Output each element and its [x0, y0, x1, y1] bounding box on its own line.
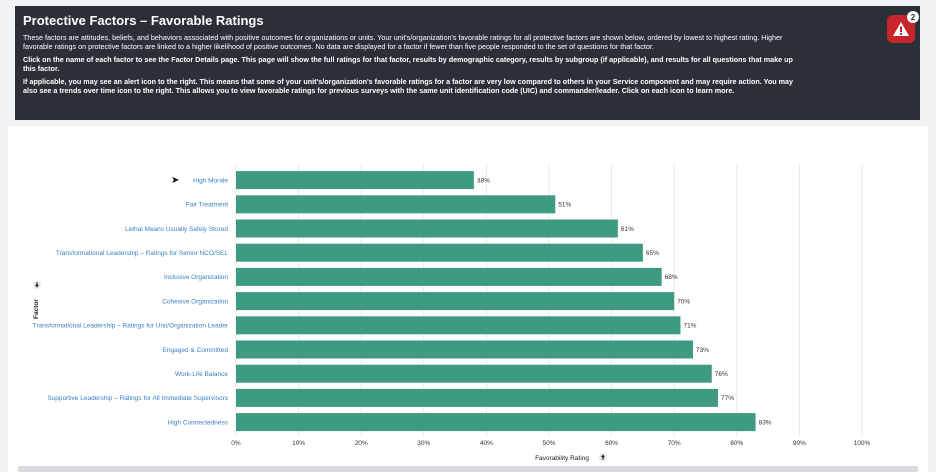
- alert-button[interactable]: 2: [887, 11, 919, 43]
- x-axis-sort-icon[interactable]: [599, 453, 607, 461]
- bar[interactable]: [236, 413, 756, 432]
- factor-link[interactable]: Transformational Leadership – Ratings fo…: [56, 250, 228, 257]
- mouse-cursor-icon: ➤: [171, 175, 180, 186]
- bar-value-label: 61%: [621, 226, 634, 233]
- x-tick-label: 30%: [417, 440, 430, 447]
- x-tick-label: 10%: [292, 440, 305, 447]
- info-banner: Protective Factors – Favorable Ratings T…: [15, 6, 920, 120]
- bar[interactable]: [236, 195, 556, 214]
- x-tick-label: 20%: [355, 440, 368, 447]
- factor-link[interactable]: Lethal Means Usually Safely Stored: [125, 226, 228, 233]
- factor-link[interactable]: Supportive Leadership – Ratings for All …: [47, 395, 228, 402]
- instructions-paragraph: Click on the name of each factor to see …: [23, 55, 793, 73]
- factor-link[interactable]: Work-Life Balance: [175, 371, 228, 378]
- factor-link[interactable]: High Connectedness: [168, 419, 229, 426]
- x-tick-label: 40%: [480, 440, 493, 447]
- bar[interactable]: [236, 388, 719, 407]
- bar-value-label: 76%: [715, 371, 728, 378]
- bar[interactable]: [236, 267, 662, 286]
- bar[interactable]: [236, 316, 681, 335]
- factor-link[interactable]: Transformational Leadership – Ratings fo…: [33, 323, 229, 330]
- factor-link[interactable]: Inclusive Organization: [164, 274, 228, 281]
- bar-value-label: 38%: [477, 177, 490, 184]
- scrollbar[interactable]: [18, 466, 918, 472]
- alert-count-badge: 2: [907, 11, 919, 23]
- factor-link[interactable]: Cohesive Organization: [162, 298, 228, 305]
- bar[interactable]: [236, 340, 693, 359]
- factor-link[interactable]: Fair Treatment: [186, 202, 228, 209]
- page-title: Protective Factors – Favorable Ratings: [23, 13, 264, 28]
- factor-link[interactable]: Engaged & Committed: [163, 347, 229, 354]
- x-tick-label: 100%: [854, 440, 871, 447]
- y-axis-label: Factor: [33, 299, 40, 319]
- bar-value-label: 77%: [721, 395, 734, 402]
- bar-value-label: 73%: [696, 347, 709, 354]
- bar-value-label: 68%: [665, 274, 678, 281]
- bar[interactable]: [236, 219, 618, 238]
- intro-paragraph: These factors are attitudes, beliefs, an…: [23, 33, 783, 51]
- x-tick-label: 90%: [793, 440, 806, 447]
- factor-link[interactable]: High Morale: [193, 177, 228, 184]
- alert-info-paragraph: If applicable, you may see an alert icon…: [23, 77, 794, 95]
- bar-value-label: 51%: [558, 202, 571, 209]
- bar-value-label: 70%: [677, 298, 690, 305]
- bar[interactable]: [236, 243, 643, 262]
- x-tick-label: 80%: [730, 440, 743, 447]
- x-tick-label: 70%: [668, 440, 681, 447]
- bar[interactable]: [236, 292, 675, 311]
- bar-value-label: 65%: [646, 250, 659, 257]
- bar-value-label: 71%: [683, 323, 696, 330]
- x-tick-label: 50%: [542, 440, 555, 447]
- bar[interactable]: [236, 364, 712, 383]
- x-axis-label: Favorability Rating: [535, 455, 589, 462]
- bar-value-label: 83%: [759, 419, 772, 426]
- warning-triangle-icon: [893, 22, 909, 36]
- x-tick-label: 0%: [231, 440, 241, 447]
- x-tick-label: 60%: [605, 440, 618, 447]
- bar[interactable]: [236, 171, 474, 190]
- y-axis-sort-icon[interactable]: [33, 281, 41, 289]
